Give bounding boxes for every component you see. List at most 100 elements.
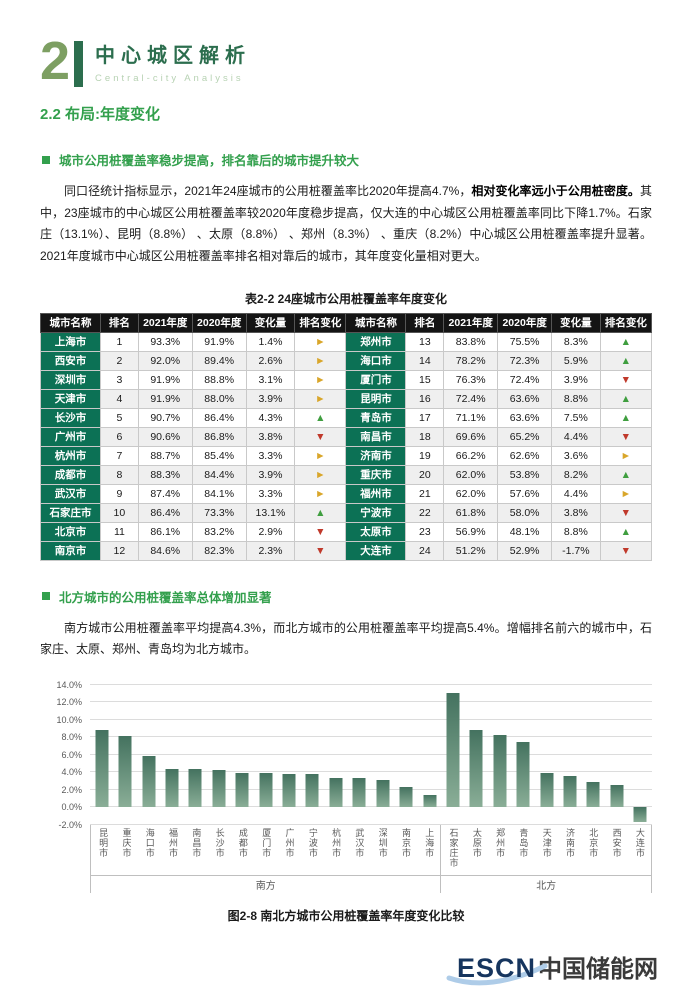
table-cell-rank: 22 bbox=[405, 502, 445, 523]
table-cell-rank: 19 bbox=[405, 445, 445, 466]
gridline bbox=[90, 788, 652, 790]
y-axis-tick-label: 10.0% bbox=[56, 714, 82, 725]
chart-y-axis: 14.0% 12.0% 10.0% 8.0% 6.0% 4.0% 2.0% 0.0% -2.0% bbox=[40, 680, 90, 830]
category-cell: 重庆市 bbox=[114, 825, 137, 875]
bullet-square-icon bbox=[42, 592, 50, 601]
table-row: 广州市 6 90.6% 86.8% 3.8% ▼ 南昌市 18 69.6% 65.2% 4.4% ▼ bbox=[39, 426, 653, 447]
body-paragraph-1: 同口径统计指标显示，2021年24座城市的公用桩覆盖率比2020年提高4.7%，… bbox=[40, 181, 652, 267]
table-cell-y2020: 73.3% bbox=[191, 502, 247, 523]
y-axis-tick-label: 0.0% bbox=[61, 802, 82, 813]
chart-bar bbox=[540, 773, 554, 808]
table-cell-y2021: 72.4% bbox=[443, 388, 499, 409]
table-cell-chg: 3.1% bbox=[245, 369, 296, 390]
table-header-cell: 排名变化 bbox=[294, 312, 347, 333]
table-cell-city: 昆明市 bbox=[345, 388, 407, 409]
table-cell-y2021: 62.0% bbox=[443, 464, 499, 485]
table-cell-city: 西安市 bbox=[39, 350, 102, 371]
chart-category-labels: 昆明市 重庆市 海口市 福州市 南昌市 长沙市 成都市 厦门市 广州市 宁波市 杭州市 武汉市 深圳市 南… bbox=[90, 824, 652, 875]
chart-bar bbox=[423, 795, 437, 808]
rank-change-arrow-icon: ► bbox=[294, 483, 347, 504]
chapter-header: 2 中心城区解析 Central-city Analysis bbox=[40, 31, 652, 91]
gridline bbox=[90, 718, 652, 720]
table-cell-chg: -1.7% bbox=[551, 540, 601, 561]
category-cell: 宁波市 bbox=[301, 825, 324, 875]
chart-bar bbox=[399, 787, 413, 808]
category-group: 昆明市 重庆市 海口市 福州市 南昌市 长沙市 成都市 厦门市 广州市 宁波市 杭州市 武汉市 深圳市 南… bbox=[90, 824, 442, 875]
table-cell-rank: 15 bbox=[405, 369, 445, 390]
table-cell-y2020: 83.2% bbox=[191, 521, 247, 542]
table-cell-y2020: 86.8% bbox=[191, 426, 247, 447]
x-axis-category-label: 北京市 bbox=[588, 827, 599, 858]
y-axis-tick-label: 14.0% bbox=[56, 679, 82, 690]
logo-text-en: ESCN bbox=[446, 953, 548, 986]
y-axis-tick-label: 6.0% bbox=[61, 749, 82, 760]
gridline bbox=[90, 701, 652, 703]
table-cell-y2020: 82.3% bbox=[191, 540, 247, 561]
table-cell-chg: 2.3% bbox=[245, 540, 296, 561]
table-cell-city: 广州市 bbox=[39, 426, 102, 447]
rank-change-arrow-icon: ▼ bbox=[599, 502, 653, 523]
chapter-title: 中心城区解析 bbox=[95, 45, 252, 68]
chart-bar bbox=[212, 769, 226, 808]
chart-bar bbox=[493, 734, 507, 808]
x-axis-category-label: 深圳市 bbox=[377, 827, 388, 858]
chart-bar bbox=[235, 773, 249, 808]
table-header-cell: 排名变化 bbox=[599, 312, 653, 333]
table-cell-y2020: 65.2% bbox=[497, 426, 553, 447]
table-row: 北京市 11 86.1% 83.2% 2.9% ▼ 太原市 23 56.9% 48.1% 8.8% ▲ bbox=[39, 521, 653, 542]
bullet-square-icon bbox=[42, 155, 50, 164]
bullet-heading-text: 北方城市的公用桩覆盖率总体增加显著 bbox=[59, 590, 272, 605]
x-axis-category-label: 海口市 bbox=[144, 827, 155, 858]
x-axis-category-label: 青岛市 bbox=[518, 827, 529, 858]
table-cell-rank: 23 bbox=[405, 521, 445, 542]
x-axis-category-label: 西安市 bbox=[611, 827, 622, 858]
table-cell-rank: 24 bbox=[405, 540, 445, 561]
rank-change-arrow-icon: ▼ bbox=[294, 540, 347, 561]
table-cell-city: 杭州市 bbox=[39, 445, 102, 466]
bullet-heading-1: 城市公用桩覆盖率稳步提高，排名靠后的城市提升较大 bbox=[40, 150, 652, 169]
table-cell-rank: 11 bbox=[100, 521, 139, 542]
table-cell-y2020: 91.9% bbox=[191, 331, 247, 352]
table-cell-city: 宁波市 bbox=[345, 502, 407, 523]
table-cell-y2020: 62.6% bbox=[497, 445, 553, 466]
x-axis-category-label: 上海市 bbox=[424, 827, 435, 858]
table-cell-y2020: 63.6% bbox=[497, 407, 553, 428]
table-cell-y2021: 93.3% bbox=[137, 331, 193, 352]
category-cell: 长沙市 bbox=[207, 825, 230, 875]
table-cell-city: 海口市 bbox=[345, 350, 407, 371]
table-header-row: 城市名称 排名 2021年度 2020年度 变化量 排名变化 城市名称 排名 2021年度 202… bbox=[39, 312, 653, 333]
table-cell-city: 厦门市 bbox=[345, 369, 407, 390]
table-header-cell: 2020年度 bbox=[497, 312, 553, 333]
chart-bar bbox=[95, 730, 109, 808]
table-cell-chg: 5.9% bbox=[551, 350, 601, 371]
y-axis-tick-label: 12.0% bbox=[56, 697, 82, 708]
table-header-cell: 2021年度 bbox=[443, 312, 499, 333]
chart-bar bbox=[376, 780, 390, 808]
bullet-heading-text: 城市公用桩覆盖率稳步提高，排名靠后的城市提升较大 bbox=[59, 154, 360, 169]
table-cell-chg: 3.9% bbox=[551, 369, 601, 390]
table-cell-city: 石家庄市 bbox=[39, 502, 102, 523]
table-cell-y2021: 62.0% bbox=[443, 483, 499, 504]
table-cell-chg: 4.4% bbox=[551, 483, 601, 504]
chart-bar bbox=[118, 735, 132, 808]
x-axis-category-label: 广州市 bbox=[284, 827, 295, 858]
chapter-number: 2 bbox=[40, 31, 71, 91]
table-cell-y2020: 52.9% bbox=[497, 540, 553, 561]
table-cell-city: 大连市 bbox=[345, 540, 407, 561]
table-cell-y2020: 84.1% bbox=[191, 483, 247, 504]
table-cell-y2021: 66.2% bbox=[443, 445, 499, 466]
chapter-titles: 中心城区解析 Central-city Analysis bbox=[95, 39, 251, 84]
chart-bar bbox=[446, 692, 460, 808]
rank-change-arrow-icon: ▲ bbox=[599, 407, 653, 428]
table-cell-y2020: 48.1% bbox=[497, 521, 553, 542]
table-header-cell: 城市名称 bbox=[345, 312, 407, 333]
x-axis-category-label: 武汉市 bbox=[354, 827, 365, 858]
category-cell: 深圳市 bbox=[371, 825, 394, 875]
y-axis-tick-label: 8.0% bbox=[61, 732, 82, 743]
table-cell-city: 成都市 bbox=[39, 464, 102, 485]
table-cell-rank: 9 bbox=[100, 483, 139, 504]
table-cell-y2021: 76.3% bbox=[443, 369, 499, 390]
table-cell-rank: 14 bbox=[405, 350, 445, 371]
table-cell-rank: 10 bbox=[100, 502, 139, 523]
